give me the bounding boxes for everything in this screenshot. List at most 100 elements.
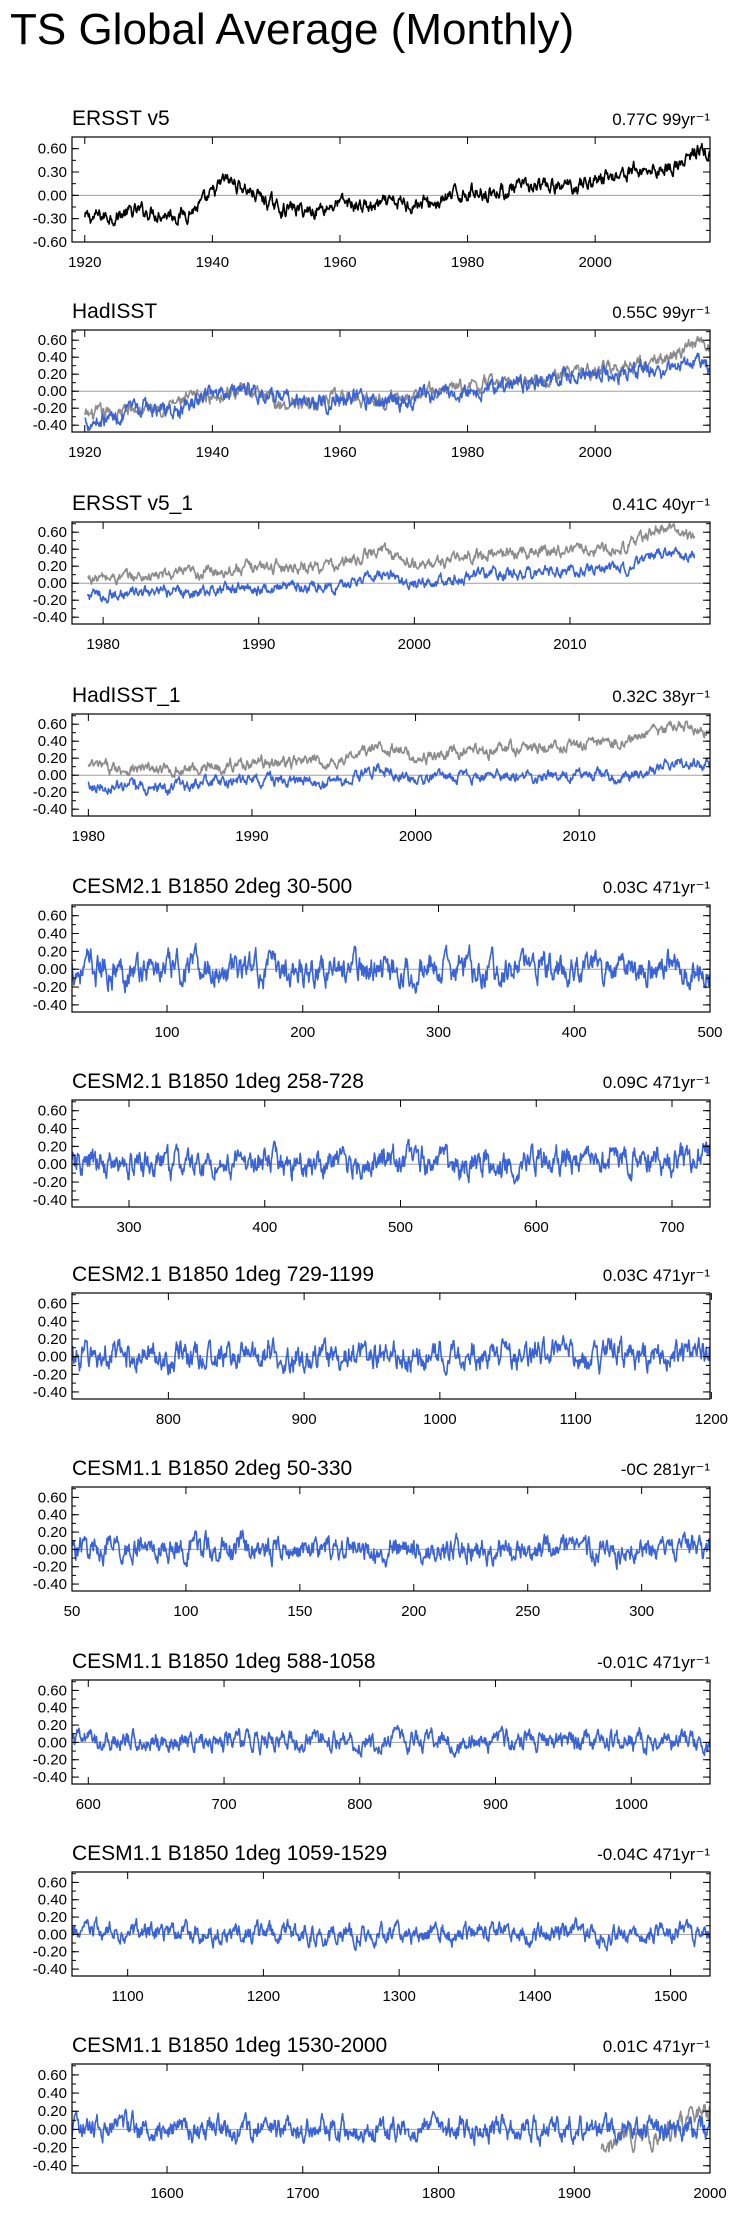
y-tick-label: -0.30 (33, 211, 67, 228)
plot-frame (71, 1486, 711, 1592)
x-tick-label: 100 (173, 1603, 198, 1620)
y-tick-label: 0.40 (38, 1121, 67, 1138)
y-tick-label: 0.60 (38, 141, 67, 158)
x-tick-label: 500 (388, 1219, 413, 1236)
y-tick-label: 0.00 (38, 2121, 67, 2138)
x-tick-label: 700 (212, 1796, 237, 1813)
plot-frame (71, 1871, 711, 1977)
plot-frame (71, 521, 711, 625)
y-tick-label: 0.40 (38, 926, 67, 943)
y-tick-label: -0.20 (33, 1366, 67, 1383)
chart-panel: HadISST_1 0.32C 38yr⁻¹0.600.400.200.00-0.… (33, 684, 711, 845)
y-tick-label: 0.60 (38, 908, 67, 925)
y-tick-label: 0.60 (38, 1103, 67, 1120)
chart-panel: CESM2.1 B1850 1deg 729-1199 0.03C 471yr⁻¹… (33, 1263, 728, 1428)
y-tick-label: -0.20 (33, 1559, 67, 1576)
x-tick-label: 250 (515, 1603, 540, 1620)
y-tick-label: 0.40 (38, 1507, 67, 1524)
x-tick-label: 800 (347, 1796, 372, 1813)
y-tick-label: 0.40 (38, 541, 67, 558)
x-tick-label: 700 (659, 1219, 684, 1236)
y-tick-label: 0.40 (38, 1700, 67, 1717)
plot-frame (71, 713, 711, 817)
panel-title: CESM2.1 B1850 1deg 258-728 (72, 1070, 364, 1093)
chart-panel: ERSST v5 0.77C 99yr⁻¹ 0.60 0.30 0.00 -0.30 -0.… (33, 107, 711, 271)
x-tick-label: 1980 (86, 636, 119, 653)
chart-panel: CESM2.1 B1850 1deg 258-728 0.09C 471yr⁻¹ 0… (33, 1070, 711, 1236)
y-tick-label: 0.40 (38, 2085, 67, 2102)
y-tick-label: 0.20 (38, 2103, 67, 2120)
trend-label: -0.04C 471yr⁻¹ (597, 1845, 710, 1864)
y-tick-label: -0.40 (33, 1769, 67, 1786)
series-line (72, 2108, 710, 2147)
plot-frame (71, 1099, 711, 1208)
y-tick-label: -0.20 (33, 1174, 67, 1191)
x-tick-label: 1980 (72, 828, 105, 845)
plot-frame (71, 1292, 711, 1400)
y-tick-label: 0.20 (38, 1331, 67, 1348)
x-tick-label: 300 (116, 1219, 141, 1236)
panel-title: ERSST v5 (72, 107, 170, 130)
y-tick-label: -0.40 (33, 1384, 67, 1401)
series-line (84, 142, 710, 227)
x-tick-label: 1900 (558, 2185, 591, 2202)
x-tick-label: 200 (401, 1603, 426, 1620)
y-tick-label: 0.60 (38, 1874, 67, 1891)
x-tick-label: 900 (483, 1796, 508, 1813)
x-tick-label: 600 (76, 1796, 101, 1813)
y-tick-label: -0.40 (33, 417, 67, 434)
plot-frame (71, 904, 711, 1013)
y-tick-label: 0.60 (38, 716, 67, 733)
y-tick-label: 0.20 (38, 750, 67, 767)
y-tick-label: 0.20 (38, 1138, 67, 1155)
y-tick-label: 0.00 (38, 1156, 67, 1173)
series-line (72, 1138, 710, 1185)
series-line (87, 522, 696, 586)
x-tick-label: 1200 (695, 1411, 728, 1428)
plot-frame (71, 329, 711, 433)
chart-panel: CESM1.1 B1850 2deg 50-330 -0C 281yr⁻¹ 0.60… (33, 1457, 711, 1620)
x-tick-label: 2010 (553, 636, 586, 653)
trend-label: 0.55C 99yr⁻¹ (612, 303, 710, 322)
x-tick-label: 900 (292, 1411, 317, 1428)
x-tick-label: 1700 (286, 2185, 319, 2202)
y-tick-label: 0.60 (38, 332, 67, 349)
y-tick-label: -0.20 (33, 400, 67, 417)
x-tick-label: 300 (629, 1603, 654, 1620)
trend-label: 0.01C 471yr⁻¹ (603, 2037, 711, 2056)
y-tick-label: -0.20 (33, 1752, 67, 1769)
y-tick-label: 0.40 (38, 349, 67, 366)
y-tick-label: 0.20 (38, 1717, 67, 1734)
plot-frame (71, 2063, 711, 2174)
series-line (72, 1335, 710, 1376)
panel-title: CESM2.1 B1850 1deg 729-1199 (72, 1263, 374, 1286)
y-tick-label: 0.00 (38, 575, 67, 592)
page-title: TS Global Average (Monthly) (10, 5, 575, 54)
x-tick-label: 1980 (451, 444, 484, 461)
trend-label: -0C 281yr⁻¹ (621, 1460, 711, 1479)
chart-panel: HadISST 0.55C 99yr⁻¹ 0.600.400.200.00-0.20… (33, 300, 711, 461)
panel-title: CESM1.1 B1850 2deg 50-330 (72, 1457, 352, 1480)
x-tick-label: 1990 (235, 828, 268, 845)
panel-title: ERSST v5_1 (72, 492, 193, 515)
y-tick-label: -0.20 (33, 2140, 67, 2157)
x-tick-label: 2010 (562, 828, 595, 845)
panel-title: HadISST_1 (72, 684, 181, 707)
chart-panel: ERSST v5_1 0.41C 40yr⁻¹0.600.400.200.00-0… (33, 492, 711, 653)
trend-label: 0.41C 40yr⁻¹ (612, 495, 710, 514)
y-tick-label: 0.40 (38, 1892, 67, 1909)
plot-frame (71, 1679, 711, 1785)
y-tick-label: -0.40 (33, 1961, 67, 1978)
y-tick-label: 0.40 (38, 733, 67, 750)
x-tick-label: 1960 (323, 444, 356, 461)
series-line (72, 1724, 710, 1758)
y-tick-label: 0.00 (38, 383, 67, 400)
y-tick-label: -0.40 (33, 609, 67, 626)
x-tick-label: 1100 (112, 1988, 144, 2005)
x-tick-label: 2000 (578, 444, 611, 461)
plot-frame (71, 136, 711, 243)
x-tick-label: 150 (287, 1603, 312, 1620)
y-tick-label: 0.00 (38, 1541, 67, 1558)
x-tick-label: 1940 (196, 254, 229, 271)
y-tick-label: 0.60 (38, 1296, 67, 1313)
